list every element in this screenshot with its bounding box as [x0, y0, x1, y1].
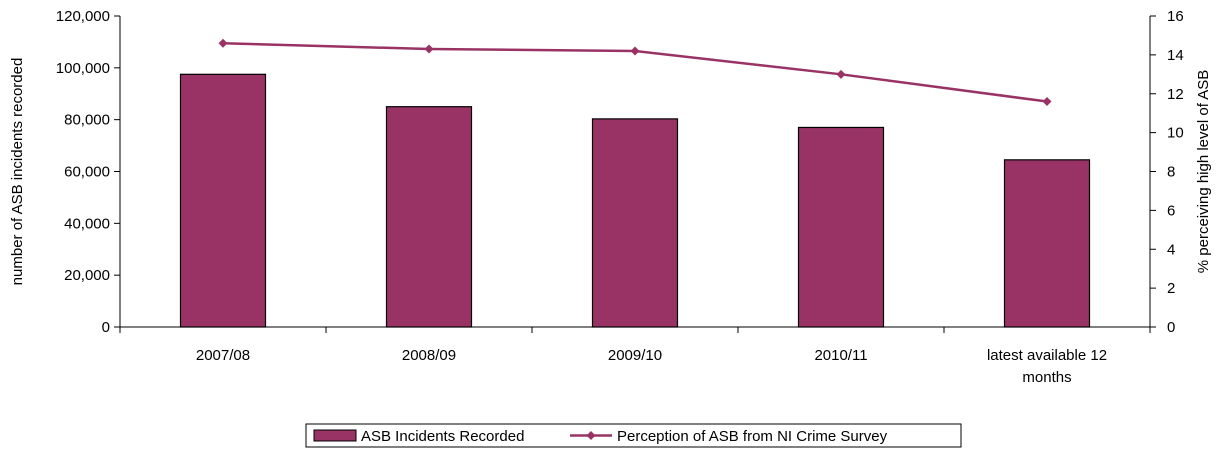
legend-line-label: Perception of ASB from NI Crime Survey: [617, 428, 888, 445]
right-tick-label: 10: [1167, 125, 1184, 142]
right-tick-label: 2: [1167, 280, 1175, 297]
left-tick-label: 80,000: [64, 112, 110, 129]
bar: [385, 106, 473, 328]
line-marker: [424, 44, 434, 54]
left-tick-label: 0: [102, 319, 110, 336]
x-tick-label: 2009/10: [608, 347, 662, 364]
right-tick-label: 0: [1167, 319, 1175, 336]
left-tick-label: 100,000: [56, 60, 110, 77]
x-tick-label: latest available 12 months: [987, 347, 1107, 386]
x-axis: 2007/08 2008/09 2009/10 2010/11 latest avail…: [119, 326, 1151, 386]
left-axis-title: number of ASB incidents recorded: [9, 58, 26, 286]
legend-line-marker: [586, 431, 596, 440]
line-marker: [836, 69, 846, 79]
left-y-axis: 0 20,000 40,000 60,000 80,000 100,000 120,000: [56, 8, 121, 336]
line-marker: [1042, 97, 1052, 107]
left-tick-label: 60,000: [64, 164, 110, 181]
right-axis-title: % perceiving high level of ASB: [1195, 70, 1212, 273]
bar: [179, 73, 267, 328]
left-tick-label: 40,000: [64, 215, 110, 232]
right-tick-label: 14: [1167, 47, 1184, 64]
x-tick-label: 2007/08: [196, 347, 250, 364]
bar: [1003, 159, 1091, 328]
left-tick-label: 20,000: [64, 267, 110, 284]
right-tick-label: 6: [1167, 202, 1175, 219]
left-tick-label: 120,000: [56, 8, 110, 25]
bar-series: [179, 73, 1091, 328]
legend-bar-swatch: [313, 429, 357, 442]
right-tick-label: 4: [1167, 241, 1175, 258]
right-tick-label: 16: [1167, 8, 1184, 25]
legend-bar-label: ASB Incidents Recorded: [361, 428, 524, 445]
bar: [591, 118, 679, 328]
right-tick-label: 12: [1167, 86, 1184, 103]
right-tick-label: 8: [1167, 164, 1175, 181]
right-y-axis: 0 2 4 6 8 10 12 14 16: [1149, 8, 1184, 336]
line-marker: [630, 46, 640, 56]
x-tick-label: 2010/11: [814, 347, 867, 364]
bar: [797, 126, 885, 328]
legend: ASB Incidents Recorded Perception of ASB…: [305, 423, 962, 448]
line-series: [218, 38, 1052, 107]
x-tick-label: 2008/09: [402, 347, 456, 364]
line-marker: [218, 38, 228, 48]
legend-box: [305, 423, 962, 448]
